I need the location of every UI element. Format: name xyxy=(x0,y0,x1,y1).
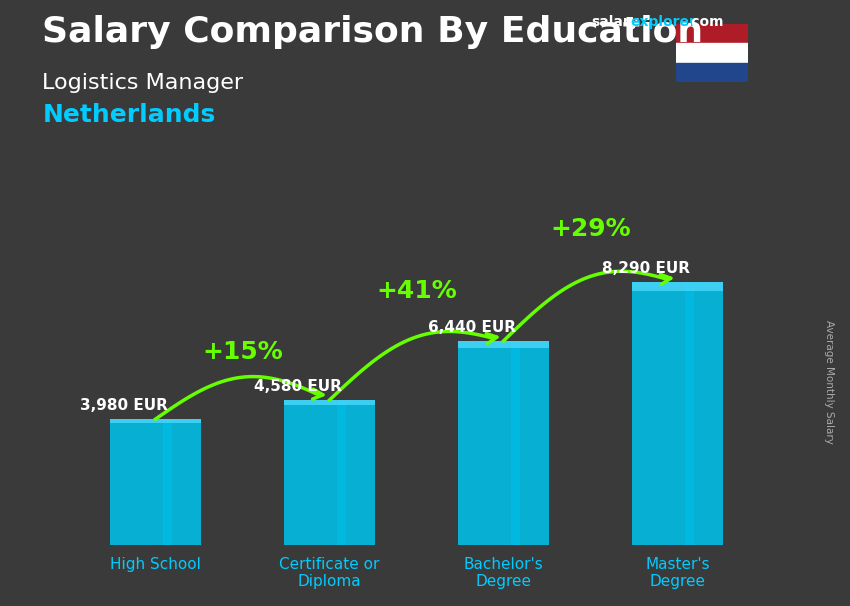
Bar xyxy=(632,282,722,545)
Text: +29%: +29% xyxy=(550,217,631,241)
Text: 8,290 EUR: 8,290 EUR xyxy=(602,261,690,276)
Text: salary: salary xyxy=(591,15,638,29)
Bar xyxy=(676,62,748,82)
Bar xyxy=(110,419,201,424)
Text: Average Monthly Salary: Average Monthly Salary xyxy=(824,320,834,444)
Bar xyxy=(676,24,748,44)
Text: +41%: +41% xyxy=(376,279,457,302)
Text: 4,580 EUR: 4,580 EUR xyxy=(254,379,343,394)
Bar xyxy=(684,282,694,545)
Text: Netherlands: Netherlands xyxy=(42,103,216,127)
Bar xyxy=(458,341,549,545)
Bar xyxy=(163,419,172,545)
Bar xyxy=(284,400,375,545)
Text: 6,440 EUR: 6,440 EUR xyxy=(428,319,516,335)
Bar xyxy=(511,341,519,545)
Text: +15%: +15% xyxy=(202,341,283,364)
Text: explorer: explorer xyxy=(631,15,697,29)
Text: 3,980 EUR: 3,980 EUR xyxy=(80,398,168,413)
Text: Logistics Manager: Logistics Manager xyxy=(42,73,244,93)
Bar xyxy=(284,400,375,405)
Bar xyxy=(676,44,748,62)
Text: .com: .com xyxy=(687,15,724,29)
Text: Salary Comparison By Education: Salary Comparison By Education xyxy=(42,15,704,49)
Bar xyxy=(458,341,549,348)
Bar xyxy=(632,282,722,291)
Bar xyxy=(110,419,201,545)
Bar xyxy=(337,400,346,545)
